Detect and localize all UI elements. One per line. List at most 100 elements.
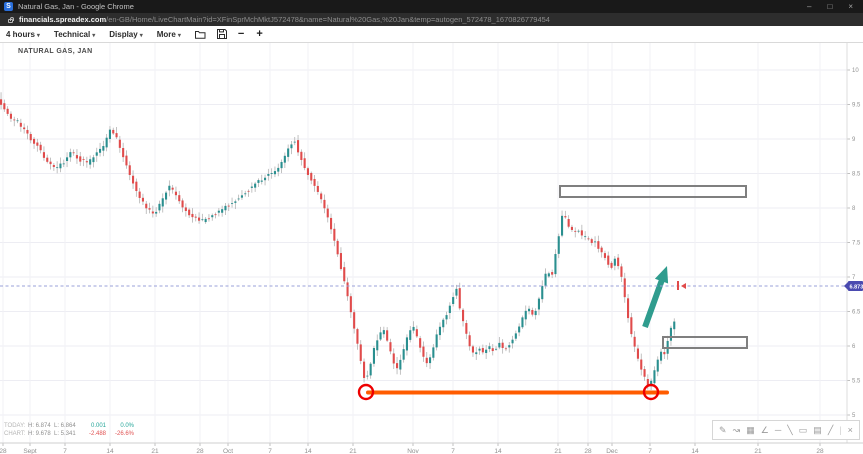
candle xyxy=(287,148,290,157)
candle xyxy=(646,379,649,387)
candle xyxy=(504,348,507,350)
candle xyxy=(184,207,187,211)
more-dropdown[interactable]: More ▾ xyxy=(156,29,181,39)
chevron-down-icon: ▾ xyxy=(36,32,40,39)
candle xyxy=(102,146,105,151)
stats-change-pct: -26.6% xyxy=(114,431,134,437)
candle xyxy=(495,348,498,350)
candle xyxy=(597,241,600,249)
candle xyxy=(234,201,237,203)
resistance-zone-annotation[interactable] xyxy=(662,336,748,349)
candle xyxy=(379,332,382,340)
candle xyxy=(376,340,379,351)
candle xyxy=(392,353,395,364)
candle xyxy=(240,195,243,198)
candle xyxy=(56,167,59,169)
candle xyxy=(429,357,432,364)
candle xyxy=(217,210,220,213)
candle xyxy=(564,216,567,218)
candle xyxy=(257,180,260,183)
candle xyxy=(201,219,204,221)
maximize-button[interactable]: □ xyxy=(827,2,833,11)
support-touch-circle-annotation[interactable] xyxy=(357,383,375,401)
candle xyxy=(425,357,428,364)
candle xyxy=(620,266,623,277)
y-tick-label: 8 xyxy=(852,206,856,212)
candle xyxy=(607,255,610,265)
candle xyxy=(171,187,174,190)
resistance-zone-annotation[interactable] xyxy=(559,185,747,198)
candle xyxy=(23,127,26,130)
candle xyxy=(547,273,550,277)
fib-retracement-tool[interactable]: ▦ xyxy=(746,425,755,435)
address-bar[interactable]: financials.spreadex.com/en-GB/Home/LiveC… xyxy=(0,13,863,26)
candle xyxy=(122,148,125,158)
candle xyxy=(277,167,280,172)
pattern-tool[interactable]: ▤ xyxy=(813,425,822,435)
support-touch-circle-annotation[interactable] xyxy=(642,383,660,401)
candle xyxy=(118,139,121,148)
ray-tool[interactable]: ╱ xyxy=(827,425,834,435)
candle xyxy=(155,211,158,214)
window-title: Natural Gas, Jan - Google Chrome xyxy=(18,2,134,11)
y-tick-label: 10 xyxy=(852,68,859,74)
zoom-out-button[interactable]: − xyxy=(237,28,245,40)
candle xyxy=(643,369,646,377)
candle xyxy=(458,288,461,309)
open-folder-icon[interactable] xyxy=(194,30,206,39)
x-tick-label: 7 xyxy=(268,448,272,454)
candle xyxy=(115,133,118,138)
price-chart-svg[interactable]: 10 9.5 9 8.5 8 7.5 7 6.5 6 5.5 5 28 Sept 7 14 21 28 Oct 7 1… xyxy=(0,43,863,454)
candle xyxy=(141,197,144,202)
candle xyxy=(36,142,39,146)
spreadex-favicon: S xyxy=(4,2,13,11)
trendline-tool[interactable]: ╲ xyxy=(787,425,793,435)
candle xyxy=(89,159,92,165)
draw-pencil-tool[interactable]: ✎ xyxy=(719,425,727,435)
y-tick-label: 9.5 xyxy=(852,103,861,109)
save-icon[interactable] xyxy=(216,29,227,39)
timeframe-dropdown[interactable]: 4 hours ▾ xyxy=(6,29,40,39)
candle xyxy=(531,309,534,315)
chart-toolbar: 4 hours ▾ Technical ▾ Display ▾ More ▾ − + xyxy=(0,26,863,43)
candle xyxy=(669,327,672,341)
candle xyxy=(372,347,375,364)
clear-drawings-button[interactable]: × xyxy=(847,425,853,435)
stats-label: TODAY: xyxy=(4,423,26,429)
trend-angle-tool[interactable]: ∠ xyxy=(760,425,769,435)
x-tick-label: 21 xyxy=(349,448,357,454)
candle xyxy=(353,312,356,329)
x-tick-label: 14 xyxy=(691,448,699,454)
display-dropdown[interactable]: Display ▾ xyxy=(109,29,143,39)
candle xyxy=(26,129,29,134)
candle xyxy=(9,113,12,119)
candle xyxy=(194,216,197,218)
candle xyxy=(273,171,276,175)
rectangle-tool[interactable]: ▭ xyxy=(798,425,808,435)
candle xyxy=(168,185,171,191)
zoom-in-button[interactable]: + xyxy=(256,28,263,40)
price-badge-label: 6.873 xyxy=(850,284,863,290)
candle xyxy=(158,203,161,211)
candle xyxy=(610,262,613,268)
candle xyxy=(405,337,408,351)
x-tick-label: 7 xyxy=(648,448,652,454)
candle xyxy=(567,219,570,227)
candle xyxy=(221,209,224,213)
candle xyxy=(254,183,257,188)
candle xyxy=(590,239,593,243)
polyline-tool[interactable]: ↝ xyxy=(732,425,741,435)
minimize-button[interactable]: – xyxy=(807,2,812,11)
candle xyxy=(633,336,636,347)
candle xyxy=(79,156,82,162)
candle xyxy=(511,339,514,344)
candle xyxy=(574,230,577,232)
candle xyxy=(264,177,267,181)
up-arrow-annotation[interactable] xyxy=(642,266,669,328)
candle xyxy=(39,144,42,151)
candle xyxy=(336,240,339,255)
horizontal-line-tool[interactable]: ─ xyxy=(774,425,782,435)
close-button[interactable]: × xyxy=(848,2,853,11)
technical-dropdown[interactable]: Technical ▾ xyxy=(53,29,96,39)
candle xyxy=(128,165,131,176)
